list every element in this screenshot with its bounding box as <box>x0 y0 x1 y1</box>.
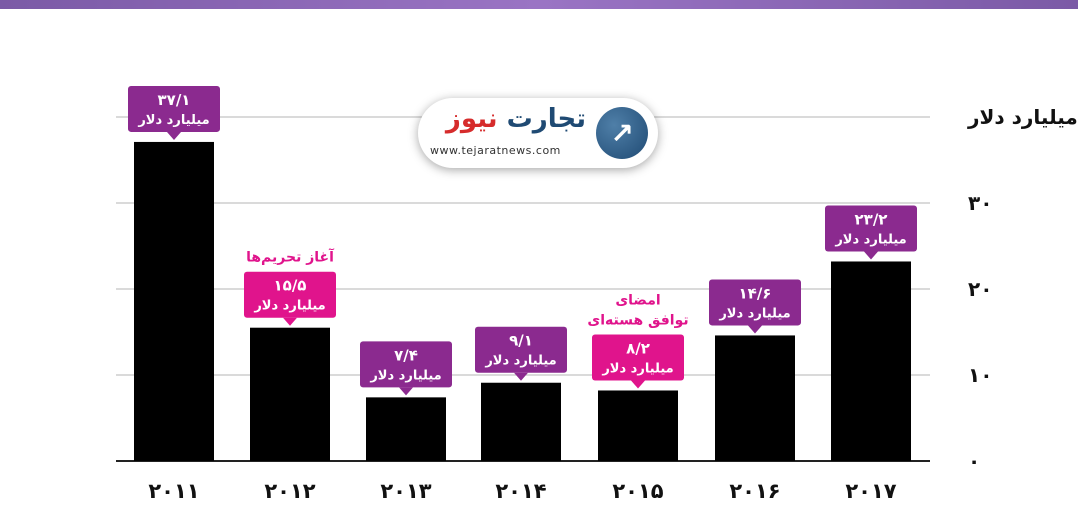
y-axis-ticks: ۰ ۱۰ ۲۰ ۳۰ ۴۰ میلیارد دلار <box>967 105 1078 473</box>
callout-value: ۱۴/۶ <box>739 284 772 302</box>
logo-url: www.tejaratnews.com <box>430 144 561 157</box>
x-tick-label: ۲۰۱۷ <box>845 479 896 503</box>
x-axis-ticks: ۲۰۱۱ ۲۰۱۲ ۲۰۱۳ ۲۰۱۴ ۲۰۱۵ ۲۰۱۶ ۲۰۱۷ <box>148 479 896 503</box>
annotation-text: امضای <box>615 292 660 308</box>
logo-arrow-icon: ↗ <box>596 107 648 159</box>
callout-box <box>825 205 917 252</box>
y-tick-label: ۰ <box>968 449 980 473</box>
annotation-text: توافق هسته‌ای <box>587 312 688 328</box>
callout-pointer <box>514 372 528 381</box>
value-callout: ۱۴/۶ میلیارد دلار <box>709 279 801 334</box>
bar <box>831 261 911 461</box>
bar <box>134 141 214 461</box>
callout-box <box>360 341 452 388</box>
x-tick-label: ۲۰۱۶ <box>729 479 780 503</box>
header-band <box>0 0 1078 9</box>
y-tick-label: ۱۰ <box>968 363 992 387</box>
value-callout: ۸/۲ میلیارد دلار <box>592 334 684 389</box>
callout-value: ۱۵/۵ <box>274 277 307 295</box>
tejaratnews-logo: ↗ تجارت نیوز www.tejaratnews.com <box>418 98 658 168</box>
callout-pointer <box>631 380 645 389</box>
callout-box <box>244 271 336 318</box>
x-tick-label: ۲۰۱۲ <box>264 479 315 503</box>
callout-value: ۸/۲ <box>626 339 650 357</box>
annotation-text: آغاز تحریم‌ها <box>246 248 335 266</box>
annotations: آغاز تحریم‌ها امضای توافق هسته‌ای <box>246 248 689 329</box>
callout-box <box>709 279 801 326</box>
callout-unit: میلیارد دلار <box>834 232 906 247</box>
callout-unit: میلیارد دلار <box>253 299 325 314</box>
callout-unit: میلیارد دلار <box>601 361 673 376</box>
callout-value: ۲۳/۲ <box>855 210 888 228</box>
callout-unit: میلیارد دلار <box>718 306 790 321</box>
bars <box>134 141 911 461</box>
value-callouts: ۳۷/۱ میلیارد دلار ۱۵/۵ میلیارد دلار ۷/۴ میلیا… <box>128 85 917 396</box>
y-tick-label: ۴۰ میلیارد دلار <box>967 105 1078 129</box>
x-tick-label: ۲۰۱۱ <box>148 479 199 503</box>
value-callout: ۱۵/۵ میلیارد دلار <box>244 271 336 326</box>
value-callout: ۹/۱ میلیارد دلار <box>475 326 567 381</box>
callout-pointer <box>283 317 297 326</box>
callout-pointer <box>748 325 762 334</box>
callout-value: ۳۷/۱ <box>158 91 191 109</box>
callout-box <box>128 85 220 132</box>
bar <box>481 382 561 461</box>
y-tick-label: ۳۰ <box>968 191 992 215</box>
callout-unit: میلیارد دلار <box>369 368 441 383</box>
callout-value: ۷/۴ <box>394 346 418 364</box>
bar <box>715 335 795 461</box>
value-callout: ۳۷/۱ میلیارد دلار <box>128 85 220 140</box>
callout-pointer <box>864 251 878 260</box>
bar <box>366 397 446 461</box>
callout-pointer <box>399 387 413 396</box>
bar <box>250 327 330 461</box>
x-tick-label: ۲۰۱۵ <box>612 479 663 503</box>
callout-box <box>592 334 684 381</box>
callout-unit: میلیارد دلار <box>484 354 556 369</box>
y-tick-label: ۲۰ <box>968 277 992 301</box>
x-tick-label: ۲۰۱۴ <box>495 479 546 503</box>
value-callout: ۲۳/۲ میلیارد دلار <box>825 205 917 260</box>
callout-unit: میلیارد دلار <box>137 113 209 128</box>
callout-pointer <box>167 131 181 140</box>
bar <box>598 390 678 461</box>
logo-brand-text: تجارت نیوز <box>445 104 586 134</box>
x-tick-label: ۲۰۱۳ <box>380 479 431 503</box>
callout-box <box>475 326 567 373</box>
value-callout: ۷/۴ میلیارد دلار <box>360 341 452 396</box>
callout-value: ۹/۱ <box>509 332 533 350</box>
